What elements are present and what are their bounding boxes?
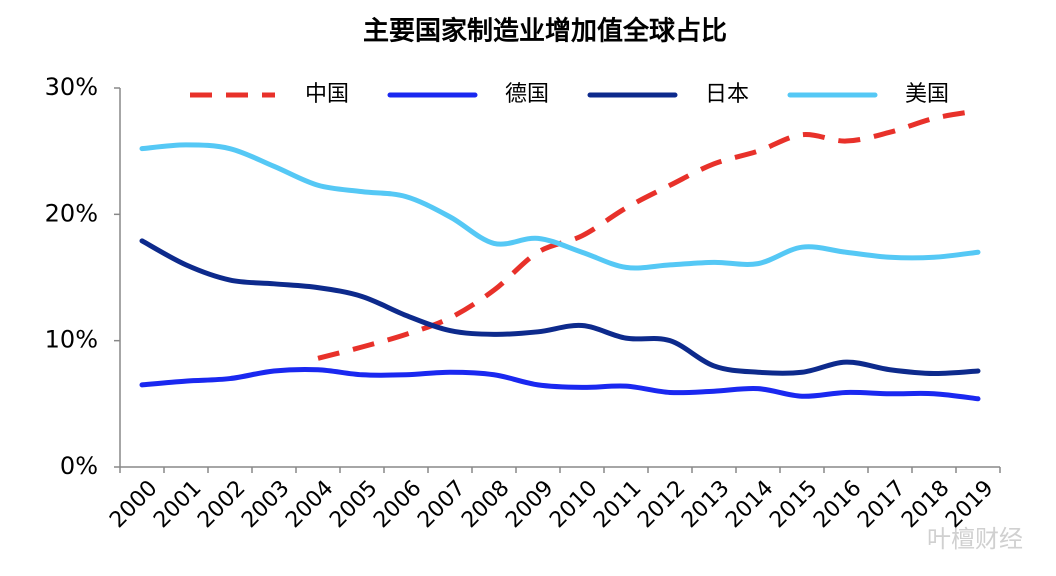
x-tick-label: 2013 — [677, 476, 734, 533]
x-tick-label: 2010 — [545, 476, 602, 533]
x-tick-label: 2003 — [237, 476, 294, 533]
x-tick-label: 2014 — [721, 476, 778, 533]
series-line — [139, 238, 981, 377]
watermark: 叶檀财经 — [927, 525, 1023, 553]
y-tick-label: 30% — [45, 73, 98, 101]
x-tick-label: 2000 — [105, 476, 162, 533]
x-tick-label: 2016 — [809, 476, 866, 533]
x-tick-label: 2008 — [457, 476, 514, 533]
x-tick-label: 2005 — [325, 476, 382, 533]
x-tick-label: 2007 — [413, 476, 470, 533]
chart-title: 主要国家制造业增加值全球占比 — [363, 16, 727, 47]
x-tick-label: 2006 — [369, 476, 426, 533]
x-tick-label: 2004 — [281, 476, 338, 533]
y-tick-label: 20% — [45, 199, 98, 227]
x-tick-label: 2012 — [633, 476, 690, 533]
y-tick-label: 0% — [60, 452, 98, 480]
series-line — [317, 108, 979, 361]
legend-label: 中国 — [305, 82, 349, 107]
x-tick-label: 2011 — [589, 476, 646, 533]
y-tick-label: 10% — [45, 326, 98, 354]
x-tick-label: 2015 — [765, 476, 822, 533]
x-tick-label: 2001 — [149, 476, 206, 533]
series-line — [139, 142, 981, 271]
x-tick-label: 2009 — [501, 476, 558, 533]
legend-label: 德国 — [505, 82, 549, 107]
x-tick-label: 2002 — [193, 476, 250, 533]
legend-label: 美国 — [905, 82, 949, 107]
x-tick-label: 2017 — [853, 476, 910, 533]
series-line — [139, 366, 981, 402]
legend-label: 日本 — [705, 82, 749, 107]
